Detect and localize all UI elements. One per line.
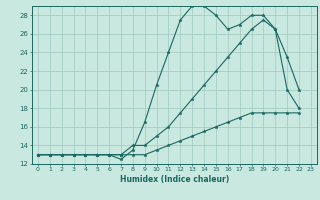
X-axis label: Humidex (Indice chaleur): Humidex (Indice chaleur) (120, 175, 229, 184)
